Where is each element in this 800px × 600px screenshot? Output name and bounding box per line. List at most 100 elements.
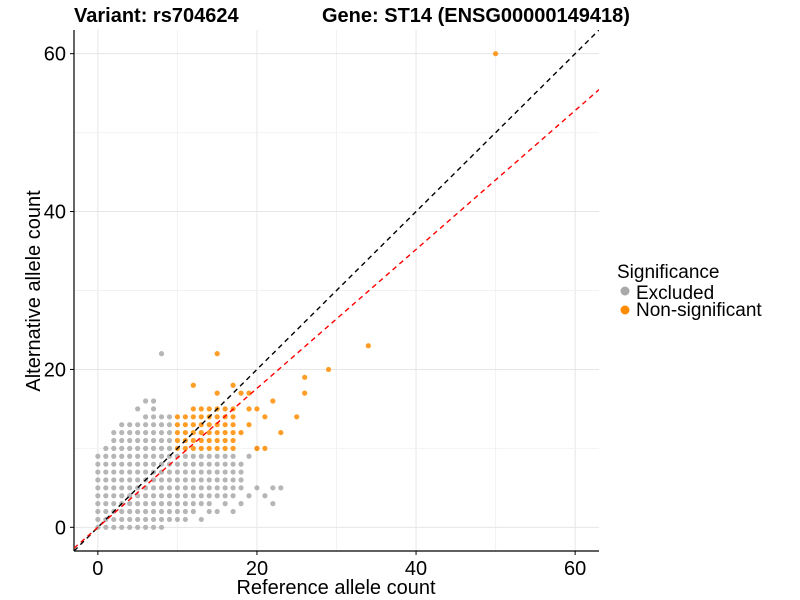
point-non-significant — [222, 445, 228, 451]
point-excluded — [190, 501, 196, 507]
point-non-significant — [206, 437, 212, 444]
point-excluded — [119, 508, 125, 515]
x-tick-label: 0 — [92, 558, 103, 580]
point-excluded — [222, 469, 228, 475]
point-non-significant — [214, 351, 220, 357]
point-non-significant — [254, 406, 260, 412]
point-non-significant — [190, 382, 196, 388]
point-excluded — [246, 493, 252, 499]
point-non-significant — [206, 422, 212, 428]
point-excluded — [111, 501, 117, 507]
point-non-significant — [246, 406, 252, 412]
point-excluded — [238, 485, 244, 491]
point-excluded — [119, 469, 125, 475]
point-excluded — [182, 493, 188, 499]
point-excluded — [142, 429, 149, 436]
point-non-significant — [174, 437, 181, 444]
point-non-significant — [230, 414, 236, 420]
point-non-significant — [222, 422, 228, 428]
point-excluded — [214, 508, 220, 515]
point-excluded — [111, 516, 117, 523]
point-non-significant — [325, 366, 332, 373]
point-excluded — [111, 429, 117, 436]
point-excluded — [111, 453, 117, 459]
point-excluded — [142, 493, 149, 499]
point-excluded — [198, 477, 204, 483]
y-axis-title: Alternative allele count — [23, 190, 45, 392]
point-excluded — [166, 485, 173, 491]
point-excluded — [214, 453, 220, 459]
point-excluded — [182, 453, 188, 459]
point-excluded — [127, 477, 133, 483]
point-excluded — [150, 422, 157, 428]
point-excluded — [127, 516, 133, 523]
point-excluded — [230, 477, 236, 483]
point-excluded — [198, 516, 204, 523]
point-non-significant — [214, 422, 220, 428]
point-excluded — [166, 493, 173, 499]
point-non-significant — [278, 429, 284, 436]
point-excluded — [158, 485, 165, 491]
point-excluded — [214, 477, 220, 483]
point-non-significant — [214, 437, 220, 444]
point-excluded — [103, 477, 109, 483]
point-excluded — [166, 469, 173, 475]
point-excluded — [166, 414, 173, 420]
point-excluded — [135, 422, 141, 428]
point-excluded — [103, 501, 109, 507]
point-excluded — [230, 469, 236, 475]
point-non-significant — [262, 445, 268, 451]
point-excluded — [190, 493, 196, 499]
point-excluded — [142, 414, 149, 420]
point-excluded — [174, 501, 181, 507]
point-excluded — [127, 485, 133, 491]
point-excluded — [174, 469, 181, 475]
point-excluded — [150, 398, 157, 404]
point-excluded — [158, 429, 165, 436]
point-non-significant — [190, 406, 196, 412]
point-excluded — [119, 516, 125, 523]
point-excluded — [135, 453, 141, 459]
point-excluded — [222, 477, 228, 483]
point-excluded — [103, 524, 109, 530]
point-non-significant — [206, 406, 212, 412]
point-excluded — [135, 445, 141, 451]
point-excluded — [166, 501, 173, 507]
point-excluded — [135, 437, 141, 444]
point-non-significant — [230, 445, 236, 451]
point-excluded — [206, 485, 212, 491]
point-excluded — [135, 461, 141, 467]
point-excluded — [142, 398, 149, 404]
point-non-significant — [302, 374, 308, 380]
x-axis-title: Reference allele count — [236, 577, 435, 599]
point-non-significant — [198, 414, 204, 420]
point-non-significant — [222, 406, 228, 412]
legend-marker-excluded — [620, 286, 630, 296]
point-excluded — [182, 477, 188, 483]
point-excluded — [214, 469, 220, 475]
point-excluded — [198, 469, 204, 475]
point-excluded — [150, 461, 157, 467]
point-non-significant — [246, 390, 252, 396]
legend: Significance Excluded Non-significant — [617, 262, 762, 321]
point-excluded — [111, 493, 117, 499]
point-excluded — [127, 437, 133, 444]
point-excluded — [119, 485, 125, 491]
point-excluded — [150, 477, 157, 483]
legend-title: Significance — [617, 262, 719, 283]
grid — [74, 30, 599, 551]
point-excluded — [111, 469, 117, 475]
point-excluded — [190, 461, 196, 467]
point-excluded — [158, 437, 165, 444]
point-excluded — [158, 453, 165, 459]
point-excluded — [222, 461, 228, 467]
point-excluded — [103, 461, 109, 467]
identity-reference-line — [74, 30, 599, 551]
point-excluded — [142, 437, 149, 444]
point-non-significant — [302, 390, 308, 396]
point-excluded — [135, 429, 141, 436]
point-non-significant — [214, 414, 220, 420]
point-excluded — [230, 461, 236, 467]
point-excluded — [166, 437, 173, 444]
